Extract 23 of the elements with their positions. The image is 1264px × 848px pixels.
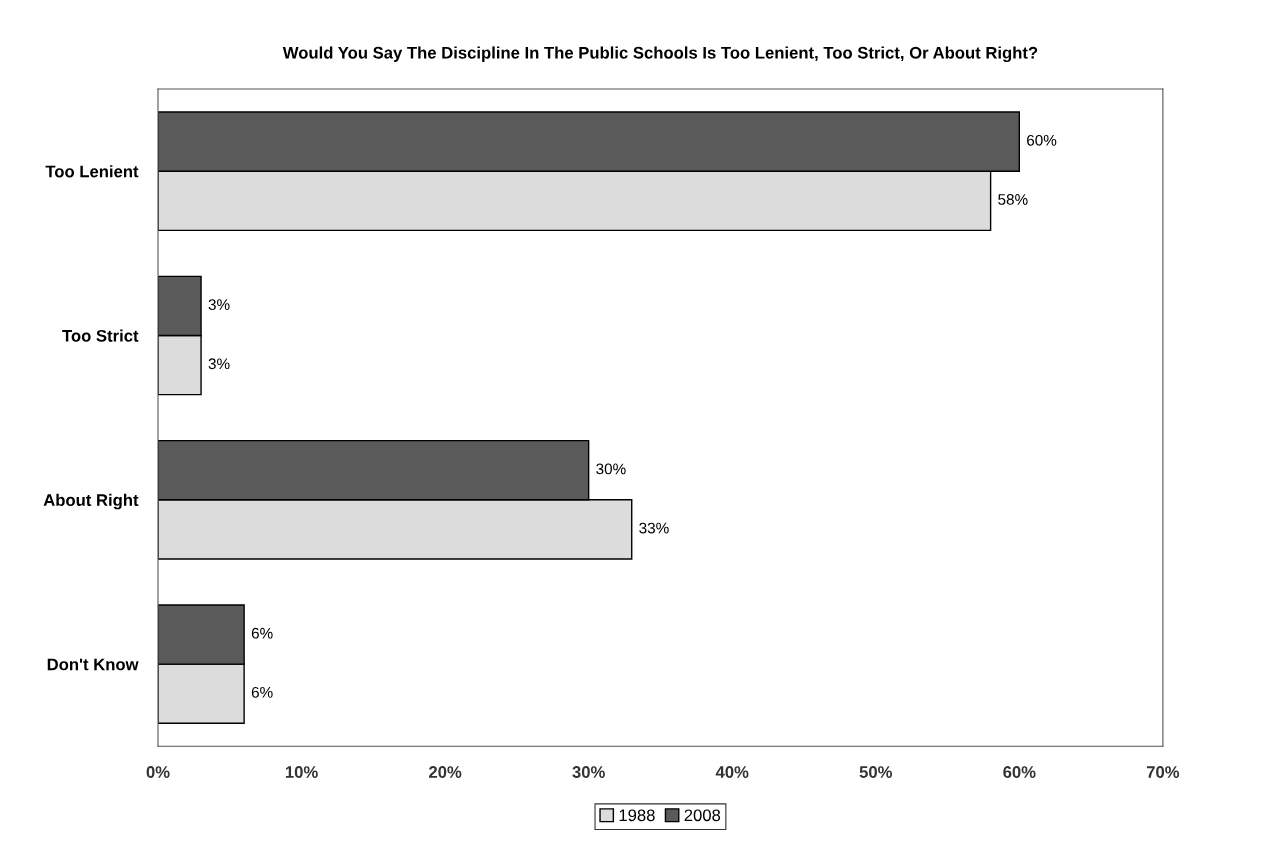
data-label: 6%: [251, 686, 273, 698]
data-label: 58%: [998, 194, 1028, 205]
y-tick-label: Too Lenient: [45, 165, 139, 178]
x-tick-label: 40%: [715, 766, 749, 778]
y-tick-label: Too Strict: [62, 329, 139, 342]
chart-title: Would You Say The Discipline In The Public Schools Is Too Lenient, Too Strict, Or About Right?: [282, 46, 1038, 63]
y-tick-label: Don't Know: [47, 658, 139, 671]
data-label: 3%: [208, 299, 230, 311]
legend-label: 2008: [684, 809, 721, 822]
data-label: 30%: [596, 463, 626, 475]
x-tick-label: 0%: [146, 766, 170, 778]
y-tick-label: About Right: [43, 493, 139, 510]
x-tick-label: 50%: [859, 766, 893, 778]
legend-label: 1988: [619, 809, 655, 822]
x-tick-label: 30%: [572, 766, 605, 778]
data-label: 3%: [208, 358, 230, 370]
data-label: 6%: [251, 627, 273, 639]
data-label: 60%: [1027, 134, 1057, 146]
x-tick-label: 20%: [429, 766, 462, 778]
x-tick-label: 70%: [1146, 766, 1180, 778]
x-tick-label: 10%: [285, 766, 318, 778]
data-label: 33%: [639, 522, 669, 534]
x-tick-label: 60%: [1003, 766, 1036, 778]
